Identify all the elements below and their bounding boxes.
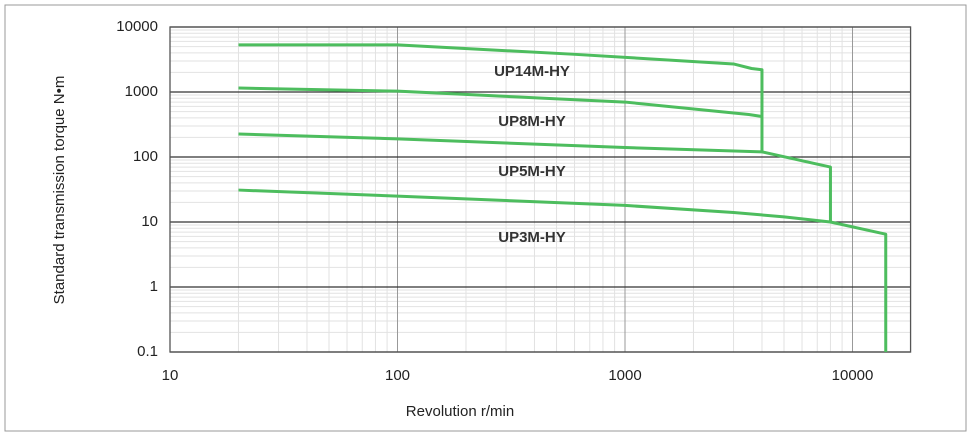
series-line (238, 43, 764, 152)
x-tick-label: 10 (162, 367, 179, 384)
y-tick-label: 100 (133, 148, 158, 165)
series-line (238, 188, 888, 352)
series-label: UP5M-HY (498, 163, 566, 180)
frame (4, 4, 967, 432)
plot-area (170, 27, 911, 352)
x-tick-label: 10000 (832, 367, 874, 384)
plot-border (169, 26, 912, 353)
y-tick-label: 1000 (125, 83, 158, 100)
x-tick-label: 1000 (608, 367, 641, 384)
x-tick-label: 100 (385, 367, 410, 384)
series-label: UP8M-HY (498, 113, 566, 130)
y-tick-label: 10000 (116, 18, 158, 35)
x-axis-label: Revolution r/min (406, 403, 514, 420)
y-tick-label: 10 (141, 213, 158, 230)
y-axis-label: Standard transmission torque N•m (51, 76, 68, 305)
series-line (238, 132, 832, 222)
y-tick-label: 1 (150, 278, 158, 295)
series-label: UP14M-HY (494, 63, 570, 80)
series-line (238, 86, 763, 118)
series-label: UP3M-HY (498, 229, 566, 246)
y-tick-label: 0.1 (137, 343, 158, 360)
